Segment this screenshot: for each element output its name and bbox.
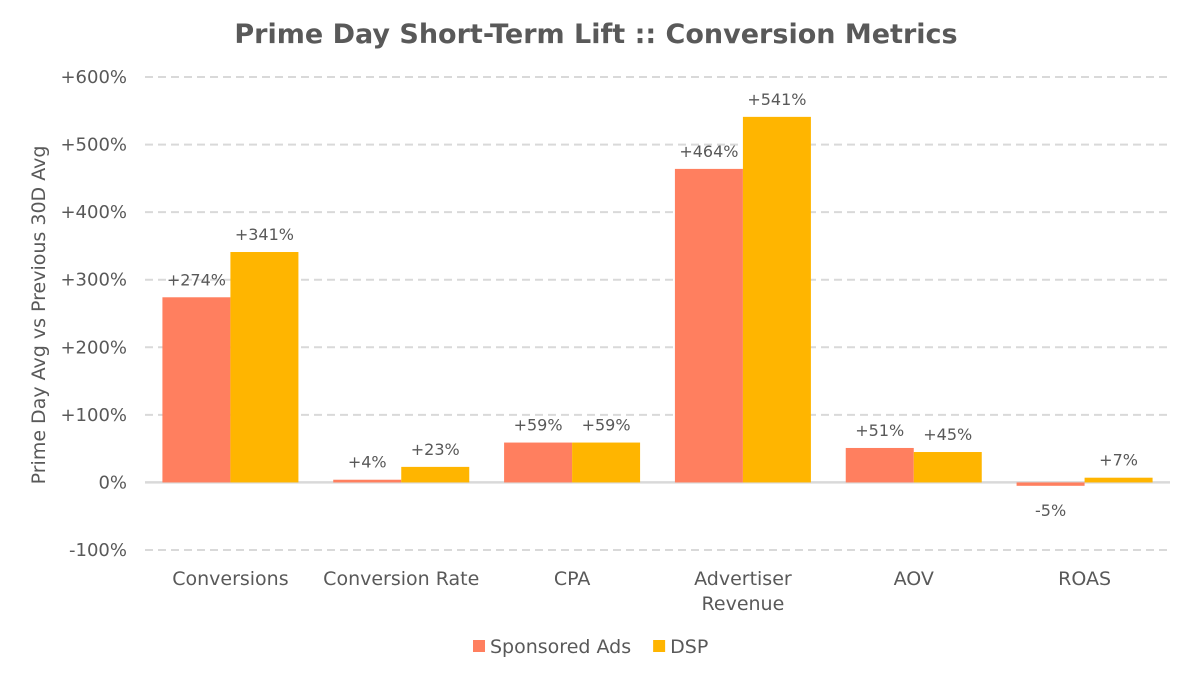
y-axis-label: Prime Day Avg vs Previous 30D Avg	[28, 146, 50, 485]
data-label: +23%	[411, 440, 460, 459]
data-label: +464%	[679, 142, 738, 161]
data-label: -5%	[1035, 501, 1066, 520]
data-label: +4%	[348, 453, 387, 472]
data-label: +541%	[747, 90, 806, 109]
bar-dsp	[230, 252, 299, 483]
data-label: +274%	[167, 270, 226, 289]
x-axis-categories: Conversions Conversion Rate CPA Advertiser R…	[172, 568, 1111, 615]
legend-label: Sponsored Ads	[490, 636, 631, 658]
y-tick-label: -100%	[69, 540, 127, 561]
category-label: Conversions	[172, 568, 288, 590]
category-label: ROAS	[1058, 568, 1111, 590]
bar-sponsored-ads	[504, 442, 573, 483]
bar-dsp	[1084, 477, 1153, 483]
data-labels: +274% +341% +4% +23% +59% +59% +464% +541% +51% +…	[167, 90, 1138, 520]
bars	[162, 116, 1153, 486]
gridlines	[145, 76, 1170, 551]
chart-title: Prime Day Short-Term Lift :: Conversion …	[234, 19, 957, 50]
category-label: AOV	[894, 568, 934, 590]
y-tick-label: +200%	[60, 337, 127, 358]
data-label: +7%	[1099, 451, 1138, 470]
y-axis-ticks: -100% 0% +100% +200% +300% +400% +500% +600%	[60, 67, 127, 561]
category-label: Advertiser	[694, 568, 792, 590]
data-label: +341%	[235, 225, 294, 244]
y-tick-label: +400%	[60, 202, 127, 223]
data-label: +45%	[923, 425, 972, 444]
y-tick-label: +500%	[60, 135, 127, 156]
bar-sponsored-ads	[1016, 482, 1085, 486]
bar-sponsored-ads	[674, 168, 743, 483]
y-tick-label: +600%	[60, 67, 127, 88]
data-label: +51%	[855, 421, 904, 440]
bar-dsp	[742, 116, 811, 483]
legend: Sponsored Ads DSP	[473, 636, 708, 658]
y-tick-label: +100%	[60, 405, 127, 426]
y-tick-label: 0%	[98, 472, 127, 493]
data-label: +59%	[514, 416, 563, 435]
category-label: Revenue	[702, 593, 785, 615]
bar-sponsored-ads	[162, 297, 231, 483]
legend-swatch	[473, 640, 485, 652]
bar-sponsored-ads	[333, 479, 402, 483]
legend-label: DSP	[670, 636, 708, 658]
y-tick-label: +300%	[60, 270, 127, 291]
legend-swatch	[653, 640, 666, 652]
category-label: CPA	[554, 568, 591, 590]
bar-dsp	[572, 442, 641, 483]
bar-dsp	[401, 466, 470, 483]
bar-sponsored-ads	[845, 447, 914, 483]
data-label: +59%	[582, 416, 631, 435]
bar-dsp	[913, 452, 982, 483]
category-label: Conversion Rate	[323, 568, 479, 590]
